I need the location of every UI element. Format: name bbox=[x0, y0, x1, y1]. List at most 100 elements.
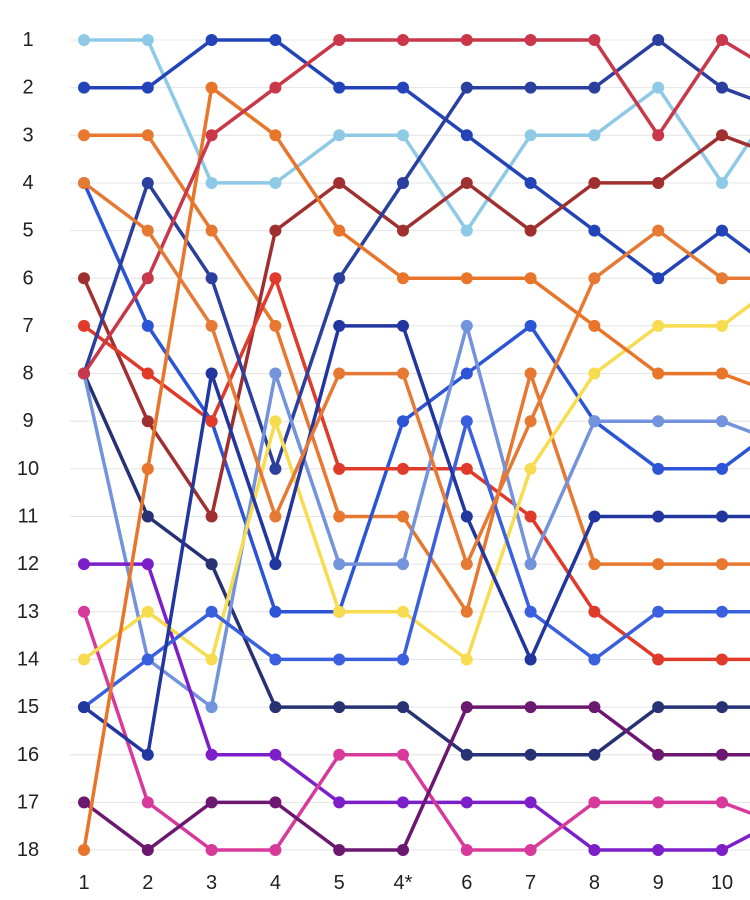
data-point bbox=[205, 224, 218, 237]
data-point bbox=[716, 796, 728, 809]
y-tick-label: 9 bbox=[22, 410, 33, 432]
data-point bbox=[397, 605, 409, 618]
data-point bbox=[141, 272, 154, 285]
data-point bbox=[460, 319, 473, 332]
data-point bbox=[460, 653, 473, 666]
data-point bbox=[588, 510, 601, 523]
data-point bbox=[524, 129, 537, 142]
data-point bbox=[652, 176, 665, 189]
data-point bbox=[460, 510, 473, 523]
data-point bbox=[524, 796, 537, 809]
data-point bbox=[141, 844, 154, 857]
data-point bbox=[716, 748, 728, 761]
data-point bbox=[588, 272, 601, 285]
data-point bbox=[716, 272, 728, 285]
data-point bbox=[716, 129, 728, 142]
data-point bbox=[397, 510, 409, 523]
gridlines bbox=[70, 39, 750, 851]
data-point bbox=[397, 81, 409, 94]
x-tick-label: 3 bbox=[206, 872, 217, 894]
data-point bbox=[524, 844, 537, 857]
data-point bbox=[716, 701, 728, 714]
data-point bbox=[141, 224, 154, 237]
series-line bbox=[82, 324, 750, 709]
data-point bbox=[269, 272, 282, 285]
data-point bbox=[205, 605, 218, 618]
data-point bbox=[716, 462, 728, 475]
data-point bbox=[524, 701, 537, 714]
data-point bbox=[588, 34, 601, 46]
x-tick-label: 8 bbox=[589, 872, 600, 894]
series-line bbox=[82, 705, 750, 852]
y-tick-label: 14 bbox=[17, 648, 39, 670]
data-point bbox=[524, 367, 537, 380]
data-point bbox=[397, 224, 409, 237]
data-point bbox=[652, 701, 665, 714]
data-point bbox=[716, 176, 728, 189]
data-point bbox=[333, 224, 346, 237]
x-tick-label: 9 bbox=[653, 872, 664, 894]
data-point bbox=[205, 176, 218, 189]
x-tick-label: 10 bbox=[711, 872, 733, 894]
data-point bbox=[333, 653, 346, 666]
data-point bbox=[460, 796, 473, 809]
data-point bbox=[269, 605, 282, 618]
data-point bbox=[652, 81, 665, 94]
data-point bbox=[716, 224, 728, 237]
y-tick-label: 15 bbox=[17, 696, 39, 718]
data-point bbox=[460, 224, 473, 237]
data-point bbox=[333, 81, 346, 94]
series-line bbox=[82, 133, 750, 614]
data-point bbox=[652, 415, 665, 428]
data-point bbox=[141, 510, 154, 523]
data-point bbox=[269, 224, 282, 237]
series-14 bbox=[78, 319, 750, 761]
y-tick-label: 17 bbox=[17, 791, 39, 813]
data-point bbox=[460, 272, 473, 285]
data-point bbox=[397, 272, 409, 285]
data-point bbox=[524, 34, 537, 46]
data-point bbox=[205, 558, 218, 571]
data-point bbox=[524, 510, 537, 523]
data-point bbox=[205, 415, 218, 428]
data-point bbox=[460, 605, 473, 618]
data-point bbox=[652, 319, 665, 332]
data-point bbox=[716, 319, 728, 332]
series-5 bbox=[78, 129, 750, 523]
data-point bbox=[78, 176, 90, 189]
data-point bbox=[397, 176, 409, 189]
data-point bbox=[78, 701, 90, 714]
data-point bbox=[524, 415, 537, 428]
data-point bbox=[460, 34, 473, 46]
data-point bbox=[397, 748, 409, 761]
series-8 bbox=[78, 367, 750, 761]
data-point bbox=[141, 367, 154, 380]
data-point bbox=[205, 748, 218, 761]
data-point bbox=[269, 34, 282, 46]
data-point bbox=[652, 367, 665, 380]
data-point bbox=[652, 558, 665, 571]
y-tick-label: 8 bbox=[22, 363, 33, 385]
data-point bbox=[141, 796, 154, 809]
x-tick-label: 5 bbox=[334, 872, 345, 894]
series-line bbox=[82, 85, 750, 852]
data-point bbox=[397, 415, 409, 428]
data-point bbox=[397, 462, 409, 475]
data-point bbox=[397, 319, 409, 332]
data-point bbox=[524, 224, 537, 237]
series-2 bbox=[78, 34, 750, 285]
data-point bbox=[588, 367, 601, 380]
data-point bbox=[524, 81, 537, 94]
data-point bbox=[333, 176, 346, 189]
data-point bbox=[588, 653, 601, 666]
data-point bbox=[652, 272, 665, 285]
y-tick-label: 11 bbox=[18, 506, 39, 528]
series-line bbox=[82, 181, 750, 614]
data-point bbox=[652, 605, 665, 618]
data-point bbox=[269, 748, 282, 761]
data-point bbox=[333, 701, 346, 714]
data-point bbox=[333, 558, 346, 571]
data-point bbox=[141, 748, 154, 761]
data-point bbox=[716, 34, 728, 46]
